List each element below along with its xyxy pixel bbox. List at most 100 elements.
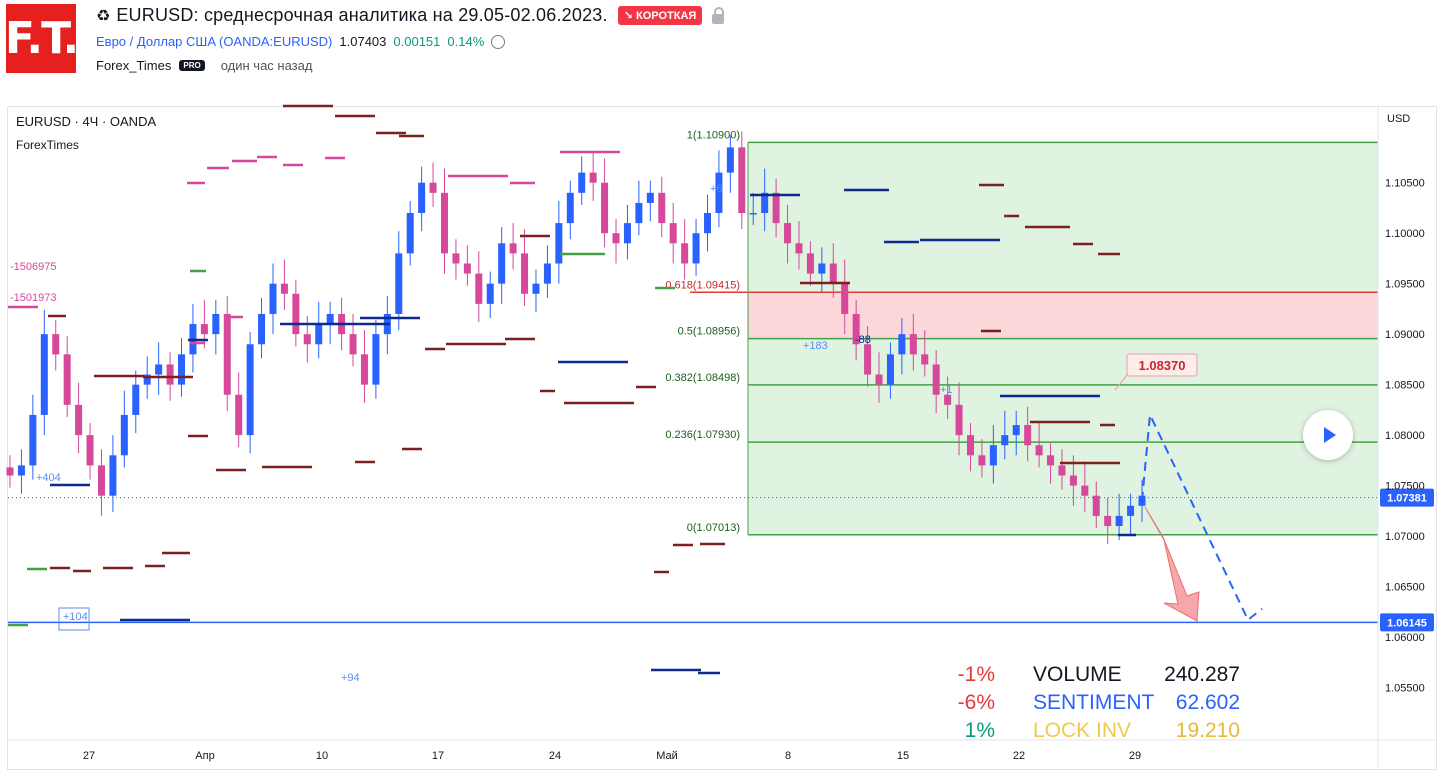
candle-body (200, 324, 208, 335)
candle-body (395, 253, 403, 314)
candle-body (623, 223, 631, 244)
x-tick-label: Май (656, 750, 678, 762)
candle-body (932, 364, 940, 395)
y-tick-label: 1.06500 (1385, 582, 1425, 594)
candle-body (703, 213, 711, 234)
candle-body (1138, 495, 1146, 506)
candle-body (280, 283, 288, 294)
x-tick-label: 27 (83, 750, 95, 762)
y-tick-label: 1.08500 (1385, 380, 1425, 392)
small-annotation: +1 (940, 384, 953, 396)
candle-body (235, 394, 243, 436)
candle-body (303, 334, 311, 345)
price-tag-box (1380, 488, 1434, 507)
candle-body (1092, 495, 1100, 516)
candle-body (749, 213, 757, 215)
y-tick-label: 1.09000 (1385, 329, 1425, 341)
candle-body (372, 334, 380, 385)
published-time: один час назад (220, 58, 313, 73)
candle-body (1081, 485, 1089, 496)
callout-label: 1.08370 (1139, 358, 1186, 373)
fib-level-label: 0.382(1.08498) (665, 372, 740, 384)
x-tick-label: 22 (1013, 750, 1025, 762)
author-name-link[interactable]: Forex_Times (96, 58, 172, 73)
symbol-row: Евро / Доллар США (OANDA:EURUSD) 1.07403… (96, 34, 506, 49)
lock-icon (712, 6, 725, 24)
candle-body (155, 364, 163, 375)
candle-body (818, 263, 826, 274)
candle-body (715, 172, 723, 214)
candle-body (75, 404, 83, 436)
candle-body (29, 414, 37, 466)
candle-body (326, 313, 334, 325)
chart-symbol-legend: EURUSD · 4Ч · OANDA (16, 114, 157, 129)
x-tick-label: 8 (785, 750, 791, 762)
price-axis-unit: USD (1387, 113, 1410, 125)
candle-body (543, 263, 551, 284)
play-replay-button[interactable] (1303, 410, 1353, 460)
stat-value: 19.210 (1176, 719, 1240, 742)
candle-body (555, 223, 563, 264)
short-badge: ↘ КОРОТКАЯ (617, 6, 703, 25)
candle-body (566, 192, 574, 224)
candle-body (635, 202, 643, 224)
chart-author-legend: ForexTimes (16, 138, 79, 152)
candle-body (944, 394, 952, 405)
idea-title: EURUSD: среднесрочная аналитика на 29.05… (116, 5, 608, 25)
candle-body (886, 354, 894, 385)
candles-layer (6, 131, 1146, 545)
forecast-dashed-path (1141, 411, 1263, 622)
y-tick-label: 1.06000 (1385, 632, 1425, 644)
pro-badge: PRO (179, 60, 205, 71)
candle-body (692, 233, 700, 264)
stat-name: VOLUME (1033, 663, 1122, 686)
candle-body (726, 147, 734, 173)
candle-body (761, 192, 769, 214)
fib-level-label: 0(1.07013) (687, 522, 740, 534)
candle-body (269, 283, 277, 314)
candle-body (258, 313, 266, 345)
x-tick-label: Апр (195, 750, 214, 762)
candle-body (246, 344, 254, 436)
candle-body (989, 445, 997, 466)
annotation-layer: 1.08370 1.07381 1.06145 -1506975 -1501973 +40… (8, 104, 1434, 742)
candle-body (1001, 435, 1009, 446)
x-tick-label: 29 (1129, 750, 1141, 762)
alarm-clock-icon[interactable] (491, 34, 506, 49)
symbol-price: 1.07403 (339, 34, 387, 49)
candle-body (463, 263, 471, 274)
candle-body (909, 334, 917, 355)
small-annotation: +404 (36, 472, 61, 484)
symbol-ticker-link[interactable]: (OANDA:EURUSD) (218, 34, 333, 49)
candle-body (795, 243, 803, 254)
chart-container[interactable] (7, 106, 1437, 770)
price-tag-label: 1.06145 (1387, 617, 1427, 629)
candle-body (921, 354, 929, 365)
author-logo[interactable]: F.T. (5, 4, 79, 73)
candle-body (475, 273, 483, 304)
bearish-arrow (1144, 506, 1200, 622)
candle-body (109, 455, 117, 496)
fib-zone-lower (748, 338, 1378, 535)
candle-body (601, 182, 609, 234)
y-tick-label: 1.05500 (1385, 683, 1425, 695)
stat-name: SENTIMENT (1033, 691, 1155, 714)
left-label: -1501973 (10, 292, 57, 304)
symbol-name-link[interactable]: Евро / Доллар США (96, 34, 216, 49)
stat-value: 240.287 (1164, 663, 1240, 686)
price-tag-label: 1.07381 (1387, 493, 1427, 505)
stat-pct: 1% (965, 719, 995, 742)
candle-body (509, 243, 517, 254)
candle-body (1069, 475, 1077, 486)
callout-leader (1114, 373, 1129, 391)
candle-body (406, 213, 414, 254)
left-label: -1506975 (10, 261, 57, 273)
candle-body (864, 344, 872, 375)
small-annotation: +94 (341, 672, 360, 684)
small-annotation: -88 (855, 334, 871, 346)
fib-zone-layer (748, 142, 1378, 535)
candle-body (1047, 455, 1055, 466)
candle-body (532, 283, 540, 294)
author-row: Forex_Times PRO один час назад (96, 58, 312, 73)
